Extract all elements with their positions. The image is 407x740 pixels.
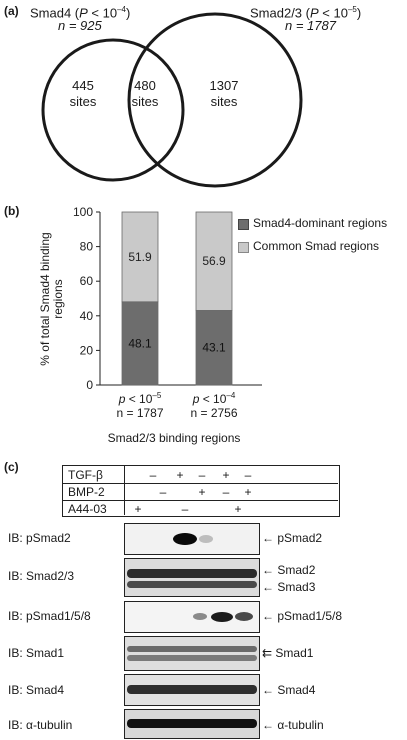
venn-right-title: Smad2/3 (P < 10–5) [250, 5, 362, 21]
stacked-bar-chart: 0 20 40 60 80 100 48.1 51.9 43.1 56.9 [73, 205, 262, 392]
blot-image [124, 523, 260, 555]
treatment-a44: A44-03 [68, 502, 107, 516]
blot-image [124, 709, 260, 739]
bar-data-label: 43.1 [202, 341, 226, 355]
venn-left-title: Smad4 (P < 10–4) [30, 5, 131, 21]
sign: – [181, 502, 189, 516]
blot-target-arrow: ← α-tubulin [262, 718, 324, 732]
blot-image [124, 601, 260, 633]
legend-swatch-dominant [238, 219, 249, 230]
blot-target-arrow: ← pSmad2 [262, 531, 323, 545]
bar-segment [195, 211, 233, 311]
sign: + [134, 502, 142, 516]
blot-ib-label: IB: α-tubulin [8, 718, 73, 732]
blot-image [124, 636, 260, 671]
bar-segment [121, 301, 159, 386]
venn-left-n: n = 925 [58, 18, 102, 33]
legend-label-common: Common Smad regions [253, 239, 380, 253]
panel-c-label: (c) [4, 460, 19, 474]
treatment-bmp: BMP-2 [68, 485, 105, 499]
y-tick-label: 80 [80, 240, 94, 254]
panel-b-label: (b) [4, 204, 20, 218]
chart-cat1-label: p < 10–5 n = 1787 [116, 391, 164, 420]
y-tick-label: 20 [80, 343, 94, 357]
venn-left-only: 445 sites [69, 78, 97, 109]
sign: – [149, 468, 157, 482]
sign: – [244, 468, 252, 482]
blot-target-arrow: ← Smad2 [262, 563, 316, 577]
venn-diagram [41, 12, 303, 188]
sign: + [198, 485, 206, 499]
blot-image [124, 674, 260, 706]
y-tick-label: 0 [86, 378, 93, 392]
y-tick-label: 40 [80, 309, 94, 323]
venn-right-only: 1307 sites [209, 78, 239, 109]
bar-data-label: 51.9 [128, 250, 152, 264]
venn-right-n: n = 1787 [285, 18, 336, 33]
blot-target-arrow: ← pSmad1/5/8 [262, 609, 343, 623]
venn-overlap: 480 sites [131, 78, 159, 109]
venn-circle-smad23 [127, 12, 303, 188]
y-tick-label: 100 [73, 205, 93, 219]
sign: – [159, 485, 167, 499]
venn-circle-smad4 [41, 38, 185, 182]
bar-data-label: 48.1 [128, 336, 152, 350]
y-tick-label: 60 [80, 274, 94, 288]
legend-swatch-common [238, 242, 249, 253]
chart-xlabel: Smad2/3 binding regions [107, 431, 241, 445]
sign: + [234, 502, 242, 516]
sign: – [198, 468, 206, 482]
chart-cat2-label: p < 10–4 n = 2756 [190, 391, 238, 420]
blot-ib-label: IB: pSmad2 [8, 531, 71, 545]
blot-image [124, 558, 260, 597]
bar-data-label: 56.9 [202, 254, 226, 268]
blot-target-arrow: ⇇ Smad1 [262, 646, 314, 660]
sign: – [222, 485, 230, 499]
panel-a-label: (a) [4, 4, 19, 18]
bar-segment [195, 310, 233, 386]
blot-target-arrow: ← Smad4 [262, 683, 316, 697]
blot-ib-label: IB: Smad2/3 [8, 569, 75, 583]
blot-ib-label: IB: Smad4 [8, 683, 65, 697]
treatment-tgf: TGF-β [68, 468, 103, 482]
legend-label-dominant: Smad4-dominant regions [253, 216, 388, 230]
bar-segment [121, 211, 159, 303]
blot-ib-label: IB: Smad1 [8, 646, 65, 660]
sign: + [222, 468, 230, 482]
sign: + [244, 485, 252, 499]
blot-ib-label: IB: pSmad1/5/8 [8, 609, 91, 623]
sign: + [176, 468, 184, 482]
blot-target-arrow: ← Smad3 [262, 580, 316, 594]
